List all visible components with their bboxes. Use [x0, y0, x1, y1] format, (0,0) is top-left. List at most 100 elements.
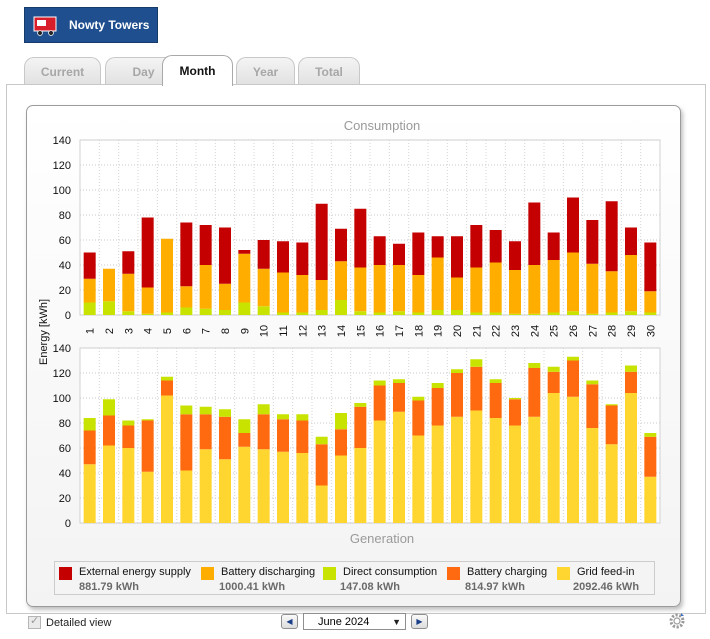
consumption-bar-segment — [528, 265, 541, 314]
generation-bar-segment — [277, 419, 289, 452]
app-logo[interactable]: Nowty Towers — [24, 7, 158, 43]
consumption-bar-segment — [431, 257, 444, 310]
generation-bar-segment — [567, 360, 579, 397]
generation-bar-segment — [296, 414, 309, 421]
consumption-bar-segment — [180, 286, 193, 308]
consumption-bar-segment — [470, 312, 483, 315]
generation-bar-segment — [296, 453, 309, 523]
consumption-bar-segment — [257, 240, 270, 269]
consumption-bar-segment — [238, 302, 251, 315]
detailed-view-toggle[interactable]: ✓ Detailed view — [28, 615, 111, 629]
consumption-bar-segment — [373, 265, 386, 313]
consumption-bar-segment — [335, 300, 347, 315]
generation-bar-segment — [605, 404, 618, 406]
legend-item-battery-discharging[interactable]: Battery discharging 1000.41 kWh — [197, 565, 317, 593]
chevron-left-icon: ◀ — [286, 617, 293, 626]
generation-bar-segment — [528, 416, 541, 523]
generation-bar-segment — [586, 380, 599, 385]
y-axis-label: Energy [kWh] — [38, 299, 50, 365]
x-tick-label: 3 — [123, 328, 135, 334]
generation-bar-segment — [586, 428, 599, 523]
consumption-bar-segment — [393, 265, 405, 312]
legend-swatch — [557, 567, 570, 580]
x-tick-label: 21 — [471, 325, 483, 337]
consumption-bar-segment — [373, 236, 386, 265]
consumption-bar-segment — [296, 275, 309, 313]
generation-bar-segment — [412, 400, 425, 436]
generation-bar-segment — [238, 419, 251, 433]
legend-item-direct-consumption[interactable]: Direct consumption 147.08 kWh — [319, 565, 441, 593]
consumption-bar-segment — [509, 313, 521, 315]
tab-current[interactable]: Current — [24, 57, 101, 85]
generation-bar-segment — [489, 379, 502, 383]
generation-y-tick-label: 0 — [65, 518, 71, 530]
x-tick-label: 22 — [491, 325, 503, 337]
checkmark-icon: ✓ — [30, 615, 40, 627]
consumption-bar-segment — [567, 197, 579, 253]
x-tick-label: 18 — [413, 325, 425, 337]
period-select[interactable]: June 2024 ▼ — [303, 613, 406, 630]
generation-bar-segment — [257, 414, 270, 450]
legend-label: External energy supply — [79, 566, 191, 578]
consumption-bar-segment — [199, 265, 212, 309]
consumption-bar-segment — [489, 262, 502, 313]
generation-bar-segment — [451, 416, 463, 523]
period-select-value: June 2024 — [318, 615, 370, 628]
generation-bar-segment — [141, 419, 154, 421]
generation-bar-segment — [219, 416, 231, 460]
x-tick-label: 24 — [529, 325, 541, 337]
x-tick-label: 13 — [317, 325, 329, 337]
generation-y-tick-label: 120 — [53, 368, 71, 380]
generation-bar-segment — [219, 409, 231, 417]
tab-total[interactable]: Total — [298, 57, 360, 85]
consumption-bar-segment — [567, 252, 579, 312]
tab-month[interactable]: Month — [162, 55, 233, 86]
detailed-view-checkbox[interactable]: ✓ — [28, 615, 41, 629]
generation-bar-segment — [296, 420, 309, 453]
consumption-bar-segment — [412, 232, 425, 275]
generation-y-tick-label: 60 — [59, 443, 71, 455]
legend-item-battery-charging[interactable]: Battery charging 814.97 kWh — [443, 565, 551, 593]
x-tick-label: 16 — [375, 325, 387, 337]
consumption-bar-segment — [528, 313, 541, 315]
generation-bar-segment — [257, 449, 270, 523]
generation-bar-segment — [83, 464, 96, 523]
generation-bar-segment — [161, 376, 173, 381]
previous-period-button[interactable]: ◀ — [281, 614, 298, 629]
next-period-button[interactable]: ▶ — [411, 614, 428, 629]
consumption-bar-segment — [335, 261, 347, 300]
consumption-y-tick-label: 80 — [59, 210, 71, 222]
consumption-bar-segment — [644, 242, 657, 292]
legend-item-grid-feed-in[interactable]: Grid feed-in 2092.46 kWh — [553, 565, 653, 593]
generation-bar-segment — [393, 411, 405, 523]
consumption-bar-segment — [122, 273, 135, 312]
x-tick-label: 19 — [433, 325, 445, 337]
consumption-bar-segment — [547, 232, 560, 260]
legend-item-external[interactable]: External energy supply 881.79 kWh — [55, 565, 195, 593]
consumption-bar-segment — [219, 310, 231, 315]
legend-label: Battery discharging — [221, 566, 316, 578]
consumption-y-tick-label: 100 — [53, 185, 71, 197]
consumption-bar-segment — [141, 287, 154, 314]
consumption-bar-segment — [470, 267, 483, 313]
x-tick-label: 30 — [645, 325, 657, 337]
consumption-bar-segment — [451, 310, 463, 315]
consumption-bar-segment — [431, 236, 444, 258]
generation-y-tick-label: 100 — [53, 393, 71, 405]
consumption-bar-segment — [567, 311, 579, 315]
legend-label: Grid feed-in — [577, 566, 635, 578]
consumption-bar-segment — [547, 312, 560, 315]
generation-bar-segment — [605, 444, 618, 523]
consumption-bar-segment — [199, 225, 212, 265]
generation-bar-segment — [509, 398, 521, 400]
tab-year[interactable]: Year — [236, 57, 295, 85]
settings-gear-icon[interactable] — [668, 612, 686, 630]
consumption-bar-segment — [122, 311, 135, 315]
generation-bar-segment — [335, 413, 347, 430]
generation-bar-segment — [354, 448, 367, 523]
consumption-bar-segment — [605, 271, 618, 313]
generation-y-tick-label: 20 — [59, 493, 71, 505]
generation-bar-segment — [625, 371, 637, 393]
consumption-bar-segment — [586, 220, 599, 264]
consumption-bar-segment — [180, 222, 193, 287]
